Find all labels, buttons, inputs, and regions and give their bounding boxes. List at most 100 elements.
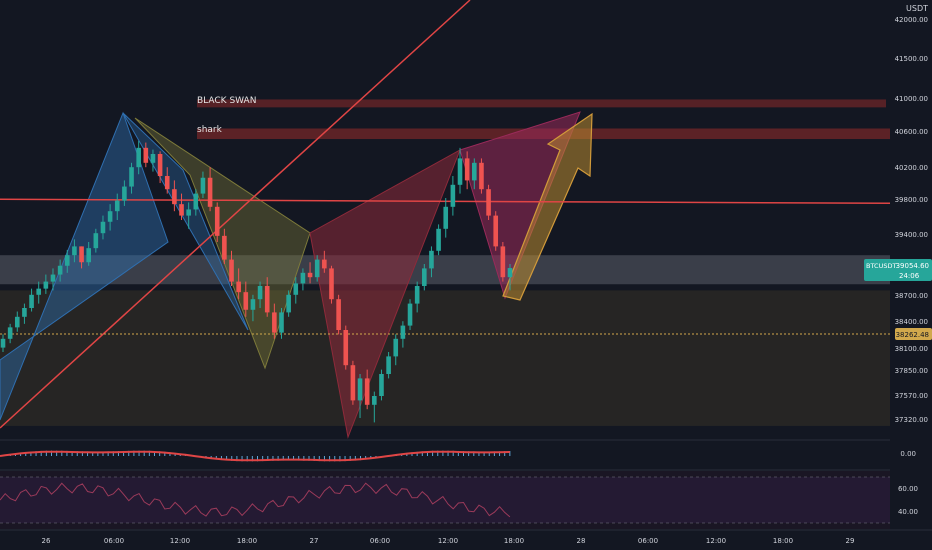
candle-body <box>407 303 413 326</box>
price-tick-label: 37320.00 <box>895 416 928 424</box>
candle-body <box>443 206 449 229</box>
reference-price-value: 38262.48 <box>896 331 929 339</box>
candle-body <box>7 327 13 339</box>
time-tick-label: 06:00 <box>638 537 658 545</box>
price-axis[interactable]: USDT 42000.00 41500.00 41000.00 40600.00 4020… <box>864 0 932 530</box>
candle-body <box>200 177 206 194</box>
horizontal-level-line <box>0 198 891 205</box>
candle-body <box>129 167 134 187</box>
rsi-line <box>0 482 511 518</box>
candle-body <box>336 299 341 330</box>
time-axis[interactable]: 26 06:00 12:00 18:00 27 06:00 12:00 18:00 28 06:0… <box>0 529 932 550</box>
candle-body <box>250 299 256 310</box>
candle-body <box>257 286 263 300</box>
harmonic-pattern-red <box>309 148 461 439</box>
candle-body <box>22 308 27 317</box>
current-price-countdown: 24:06 <box>899 272 920 280</box>
time-tick-label: 18:00 <box>773 537 793 545</box>
candle-body <box>279 312 284 333</box>
candle-body <box>350 365 356 401</box>
candle-body <box>307 272 313 278</box>
candle-body <box>36 288 42 295</box>
momentum-pane-background <box>0 440 890 470</box>
time-tick-label: 18:00 <box>237 537 257 545</box>
candle-body <box>164 176 170 190</box>
candle-body <box>172 189 177 205</box>
price-tick-label: 38400.00 <box>895 318 928 326</box>
time-tick-label: 18:00 <box>504 537 524 545</box>
candle-body <box>0 338 6 348</box>
candle-body <box>100 221 106 234</box>
currency-label: USDT <box>906 4 928 13</box>
candle-body <box>222 235 227 260</box>
zones-layer <box>0 99 896 426</box>
candle-body <box>372 396 377 405</box>
current-price-value: 39054.60 <box>896 262 929 270</box>
projection-arrow <box>502 112 593 301</box>
zone-band <box>0 290 890 426</box>
price-tick-label: 37570.00 <box>895 392 928 400</box>
candle-body <box>493 215 499 247</box>
candle-body <box>429 250 434 269</box>
candle-body <box>207 177 213 207</box>
candle-body <box>343 330 349 366</box>
candle-body <box>264 286 270 313</box>
candle-body <box>364 378 370 405</box>
zone-label-shark: shark <box>197 125 223 135</box>
candle-body <box>436 228 441 251</box>
candle-body <box>79 246 84 263</box>
time-tick-label: 28 <box>577 537 586 545</box>
candle-body <box>422 268 427 286</box>
candle-body <box>157 154 163 176</box>
candle-body <box>229 259 234 282</box>
candle-body <box>29 294 34 308</box>
current-price-symbol: BTCUSDT <box>866 262 896 270</box>
price-tick-label: 42000.00 <box>895 16 928 24</box>
candle-body <box>236 281 241 293</box>
time-tick-label: 06:00 <box>104 537 124 545</box>
trend-line <box>0 0 471 429</box>
time-tick-label: 12:00 <box>170 537 190 545</box>
time-tick-label: 27 <box>310 537 319 545</box>
candle-body <box>293 283 299 295</box>
candle-body <box>357 378 363 401</box>
candle-body <box>122 186 127 201</box>
momentum-line <box>0 450 510 462</box>
reference-price-badge <box>895 328 932 340</box>
candle-body <box>329 268 334 300</box>
candle-body <box>114 200 120 212</box>
candle-body <box>57 265 63 275</box>
candle-body <box>86 248 91 263</box>
candle-body <box>179 204 184 216</box>
candle-body <box>400 325 406 339</box>
rsi-lower-label: 40.00 <box>898 508 918 516</box>
candle-body <box>386 356 391 374</box>
candle-body <box>143 147 149 163</box>
candle-body <box>272 312 277 333</box>
candle-body <box>150 154 156 163</box>
candle-body <box>107 211 113 222</box>
price-tick-label: 38700.00 <box>895 292 928 300</box>
candle-body <box>93 233 99 249</box>
price-tick-label: 41000.00 <box>895 95 928 103</box>
time-tick-label: 26 <box>42 537 51 545</box>
candle-body <box>50 274 56 282</box>
price-tick-label: 40200.00 <box>895 164 928 172</box>
time-tick-label: 12:00 <box>438 537 458 545</box>
candles-layer <box>0 140 513 423</box>
candle-body <box>186 209 191 216</box>
price-tick-label: 39800.00 <box>895 196 928 204</box>
candle-body <box>43 281 49 289</box>
price-tick-label: 41500.00 <box>895 55 928 63</box>
candle-body <box>479 162 484 190</box>
candle-body <box>393 338 399 357</box>
zone-band <box>0 255 890 285</box>
time-tick-label: 29 <box>846 537 855 545</box>
candle-body <box>471 162 477 181</box>
momentum-zero-label: 0.00 <box>900 450 916 458</box>
candle-body <box>507 268 513 278</box>
rsi-pane <box>0 469 932 529</box>
candle-body <box>64 255 70 266</box>
candle-body <box>486 189 491 216</box>
